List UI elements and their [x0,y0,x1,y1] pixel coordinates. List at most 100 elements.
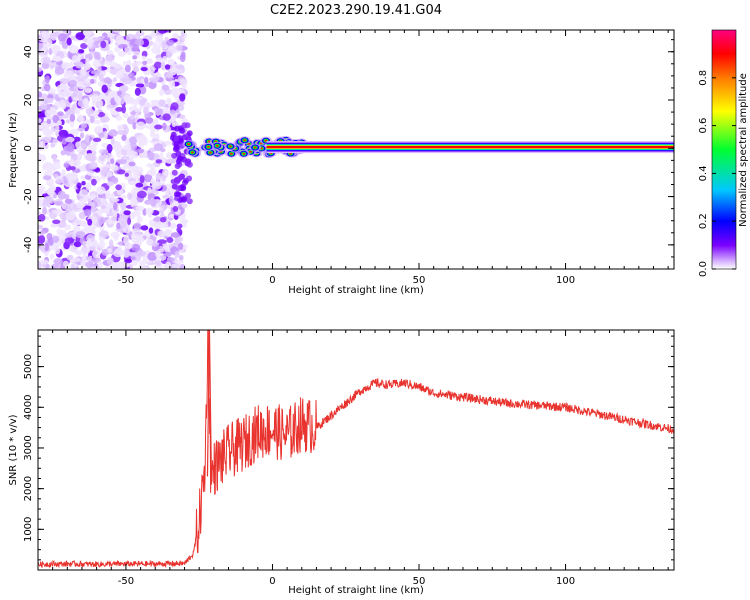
x-tick-label: 100 [556,275,575,286]
spectrogram-cell [181,196,188,203]
spectrogram-cell [75,141,81,149]
spectrogram-cell [100,60,105,67]
spectrogram-cell [89,161,98,170]
spectrogram-cell [113,234,119,242]
spectrogram-cell [117,159,127,165]
spectrogram-cell [160,40,167,49]
spectrogram-cell [57,111,64,116]
spectrogram-cell [89,115,95,124]
spectrogram-cell [51,61,57,68]
spectrogram-cell [147,151,155,161]
spectrogram-cell [69,246,75,252]
spectrogram-cell [38,42,44,49]
spectrogram-cell [92,249,101,258]
spectrogram-cell [98,73,104,82]
spectrogram-cell [102,166,109,175]
spectrogram-cell [89,245,96,252]
spectrogram-cell [122,225,131,234]
spectrogram-cell [78,49,85,54]
y-tick-label: 1000 [23,517,34,542]
spectrogram-cell [101,204,106,210]
spectrogram-cell [152,241,158,247]
spectrogram-cell [85,134,90,143]
spectrogram-cell [122,112,129,118]
spectrogram-cell [106,257,114,265]
spectrogram-cell [158,99,166,108]
spectrogram-cell [96,186,106,195]
spectrogram-cell [162,122,167,131]
spectrogram-cell [155,250,161,258]
spectrogram-cell [173,135,180,142]
spectrogram-cell [38,140,44,148]
snr-plot [38,330,674,569]
spectrogram-cell [55,124,60,132]
spectrogram-cell [150,99,160,105]
spectrogram-cell [143,106,149,115]
spectrogram-cell [117,50,126,57]
spectrogram-cell [73,241,82,248]
spectrogram-cell [38,154,47,162]
spectrogram-cell [191,151,194,154]
x-tick-label: 50 [413,576,426,587]
spectrogram-cell [90,70,100,75]
x-tick-label: 50 [413,275,426,286]
y-tick-label: 5000 [23,354,34,379]
spectrogram-cell [124,172,129,177]
spectrogram-cell [154,61,162,69]
spectrogram-cell [104,95,110,101]
spectrogram-cell [175,64,185,70]
spectrogram-cell [132,34,141,40]
spectrogram-cell [139,85,147,95]
spectrogram-cell [113,202,118,211]
spectrogram-cell [98,148,109,155]
spectrogram-cell [113,249,123,258]
spectrogram-cell [62,89,72,97]
spectrogram-cell [51,209,60,214]
spectrogram-cell [49,253,55,260]
spectrogram-cell [86,170,95,176]
spectrogram-cell [63,73,73,79]
spectrogram-cell [87,198,93,204]
spectrogram-cell [130,142,138,151]
spectrogram-cell [186,175,193,182]
spectrogram-cell [207,145,210,148]
spectrogram-cell [87,144,97,152]
spectrogram-cell [150,198,157,207]
spectrogram-cell [146,66,151,75]
spectrogram-cell [187,143,191,146]
spectrogram-cell [154,76,160,81]
spectrogram-cell [73,136,81,142]
spectrogram-cell [81,254,87,263]
spectrogram-cell [147,187,152,193]
spectrogram-cell [171,169,178,176]
spectrogram-cell [169,109,176,115]
spectrogram-cell [43,161,53,171]
spectrogram-cell [78,220,84,226]
spectrogram-cell [143,173,153,183]
spectrogram-cell [111,216,117,222]
spectrogram-cell [134,108,142,113]
spectrogram-cell [70,257,81,263]
spectrogram-cell [123,210,131,216]
spectrogram-frame [37,29,675,270]
spectrogram-cell [52,161,61,170]
spectrogram-cell [42,44,47,53]
spectrogram-cell [45,97,54,104]
spectrogram-cell [38,224,44,230]
spectrogram-cell [149,163,155,170]
spectrogram-cell [120,194,127,199]
spectrogram-cell [137,250,146,257]
spectrogram-cell [110,164,119,171]
spectrogram-cell [129,136,138,145]
spectrogram-cell [181,203,188,209]
spectrogram-cell [135,182,144,188]
spectrogram-cell [52,219,61,225]
spectrogram-cell [62,260,69,267]
spectrogram-cell [80,43,88,49]
spectrogram-cell [54,199,64,207]
spectrogram-cell [207,140,211,143]
spectrogram-cell [46,187,55,197]
spectrogram-cell [180,30,185,38]
spectrogram-cell [116,169,126,175]
spectrogram-cell [121,105,126,114]
